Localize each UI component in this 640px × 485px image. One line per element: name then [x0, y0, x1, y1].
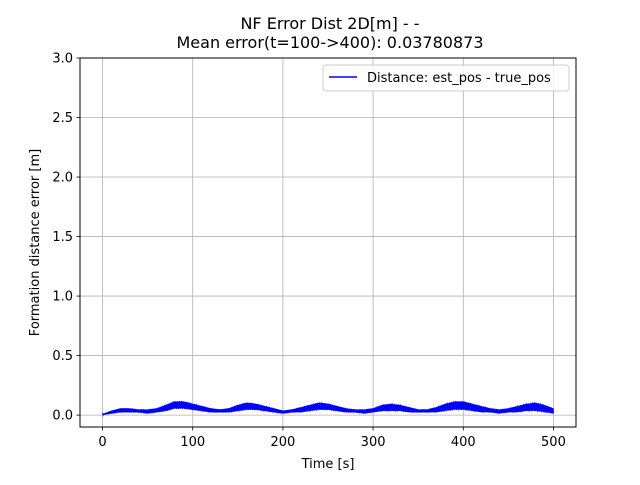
chart-title: NF Error Dist 2D[m] - -: [240, 14, 419, 33]
y-tick-label: 2.0: [52, 171, 73, 186]
grid-lines: [80, 57, 576, 427]
series-line: [102, 400, 554, 417]
chart-subtitle: Mean error(t=100->400): 0.03780873: [176, 33, 483, 52]
x-tick-label: 100: [180, 435, 205, 450]
axis-ticks: 0 100 200 300 400 500 0.0 0.5 1.0 1.5 2.0 2.5 3.0: [52, 52, 566, 451]
x-tick-label: 500: [541, 435, 566, 450]
x-axis-label: Time [s]: [301, 457, 355, 472]
series-lines: [102, 400, 554, 417]
legend-entry-label: Distance: est_pos - true_pos: [367, 71, 551, 86]
x-tick-label: 200: [270, 435, 295, 450]
plot-area-frame: [79, 57, 577, 428]
x-tick-label: 0: [98, 435, 106, 450]
x-tick-label: 300: [361, 435, 386, 450]
y-tick-label: 3.0: [52, 52, 73, 67]
y-tick-label: 1.5: [52, 230, 73, 245]
y-axis-label: Formation distance error [m]: [28, 149, 43, 336]
y-tick-label: 2.5: [52, 111, 73, 126]
y-tick-label: 1.0: [52, 290, 73, 305]
legend: Distance: est_pos - true_pos: [322, 64, 570, 92]
y-tick-label: 0.0: [52, 409, 73, 424]
x-tick-label: 400: [451, 435, 476, 450]
legend-box: [322, 64, 570, 92]
y-tick-label: 0.5: [52, 349, 73, 364]
